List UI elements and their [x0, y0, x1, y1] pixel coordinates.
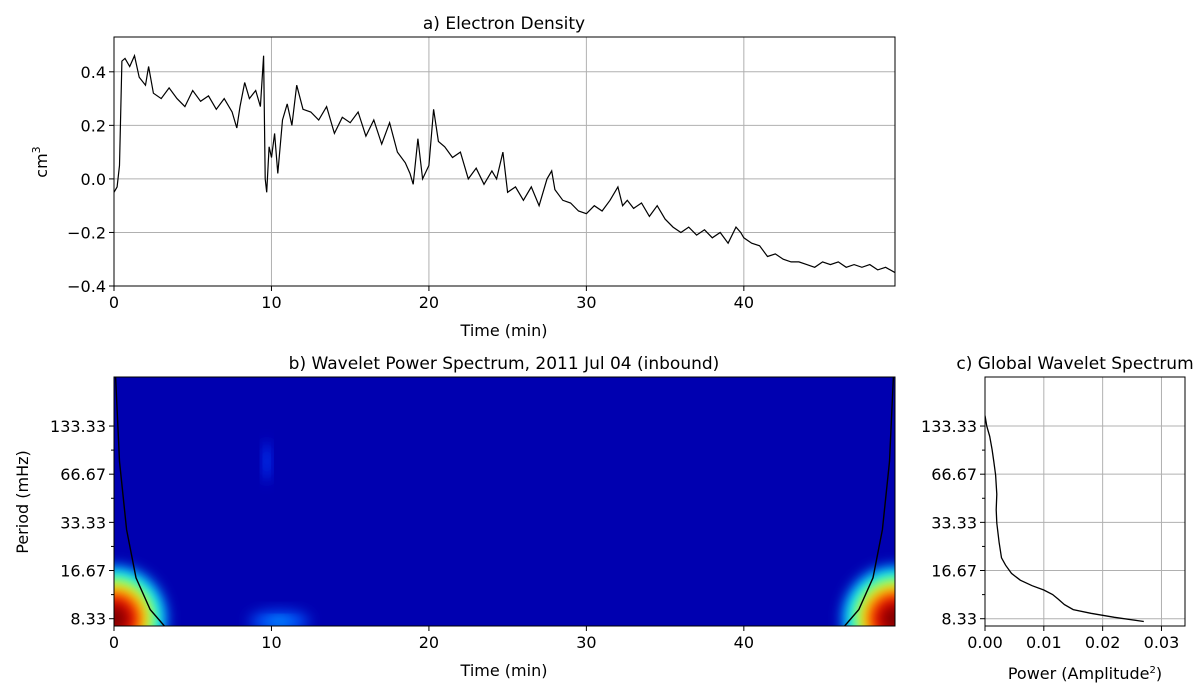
power-contour [880, 604, 895, 626]
panel-b-frame [113, 376, 896, 627]
tick-label-x: 0 [109, 293, 119, 312]
panel-c-xlabel-end: ) [1156, 664, 1162, 683]
tick-label-x: 20 [419, 293, 439, 312]
tick-label-x: 20 [419, 633, 439, 652]
panel-b: b) Wavelet Power Spectrum, 2011 Jul 04 (… [13, 354, 896, 680]
tick-label-x: 0 [109, 633, 119, 652]
panel-b-ylabel: Period (mHz) [13, 450, 32, 553]
tick-label-y: 66.67 [60, 465, 106, 484]
tick-label-y: 16.67 [931, 562, 977, 581]
coi-line-right [844, 377, 895, 626]
power-contour [267, 617, 292, 626]
panel-a-ticks: 0 10 20 30 40 −0.4 −0.2 0.0 0.2 0.4 [67, 63, 754, 312]
cone-of-influence [114, 377, 895, 626]
panel-c-grid [984, 377, 1185, 626]
tick-label-y: −0.4 [67, 277, 106, 296]
panel-b-plot-area [114, 377, 895, 626]
tick-label-x: 10 [261, 293, 281, 312]
panel-c: c) Global Wavelet Spectrum 0.00 0.01 0.02 0… [921, 354, 1194, 683]
tick-label-y: 16.67 [60, 562, 106, 581]
tick-label-x: 0.00 [967, 633, 1003, 652]
tick-label-x: 30 [576, 293, 596, 312]
tick-label-x: 0.02 [1085, 633, 1121, 652]
tick-label-x: 40 [734, 633, 754, 652]
heatmap-features [114, 440, 895, 626]
panel-a-ylabel-text: cm [32, 153, 51, 177]
panel-c-frame [984, 376, 1186, 627]
panel-c-series-group [985, 415, 1144, 623]
tick-label-y: 0.0 [81, 170, 106, 189]
tick-label-y: 8.33 [70, 610, 106, 629]
panel-c-xlabel-text: Power (Amplitude [1008, 664, 1150, 683]
tick-label-y: 133.33 [50, 417, 106, 436]
tick-label-x: 40 [734, 293, 754, 312]
tick-label-y: −0.2 [67, 223, 106, 242]
panel-c-xlabel-sup: 2 [1150, 665, 1156, 676]
panel-a: a) Electron Density 0 10 20 30 40 −0.4 −0.2 0.0… [30, 14, 896, 340]
global-spectrum-line [985, 415, 1144, 623]
power-contour [264, 447, 269, 476]
tick-label-y: 66.67 [931, 465, 977, 484]
electron-density-line [114, 53, 895, 274]
heatmap-background [114, 377, 895, 626]
tick-label-y: 8.33 [941, 610, 977, 629]
panel-b-xlabel: Time (min) [460, 661, 548, 680]
tick-label-x: 30 [576, 633, 596, 652]
panel-b-title: b) Wavelet Power Spectrum, 2011 Jul 04 (… [289, 354, 720, 374]
coi-line-left [114, 377, 165, 626]
panel-c-title: c) Global Wavelet Spectrum [956, 354, 1193, 374]
panel-c-ticks: 0.00 0.01 0.02 0.03 133.33 66.67 33.33 16.67 8.3… [921, 417, 1179, 652]
panel-a-xlabel: Time (min) [460, 321, 548, 340]
tick-label-y: 133.33 [921, 417, 977, 436]
power-contour [114, 604, 129, 626]
panel-a-ylabel-sup: 3 [30, 146, 43, 153]
panel-c-xlabel: Power (Amplitude2) [1008, 664, 1162, 683]
panel-b-ticks: 0 10 20 30 40 133.33 66.67 33.33 16.67 8.33 [50, 417, 754, 652]
panel-a-frame [113, 36, 896, 287]
tick-label-x: 0.01 [1026, 633, 1062, 652]
tick-label-y: 0.2 [81, 116, 106, 135]
tick-label-x: 10 [261, 633, 281, 652]
panel-a-ylabel: cm3 [30, 146, 51, 177]
panel-a-title: a) Electron Density [423, 14, 585, 34]
panel-a-series-group [114, 53, 895, 274]
tick-label-x: 0.03 [1144, 633, 1180, 652]
tick-label-y: 33.33 [931, 513, 977, 532]
tick-label-y: 33.33 [60, 513, 106, 532]
tick-label-y: 0.4 [81, 63, 106, 82]
